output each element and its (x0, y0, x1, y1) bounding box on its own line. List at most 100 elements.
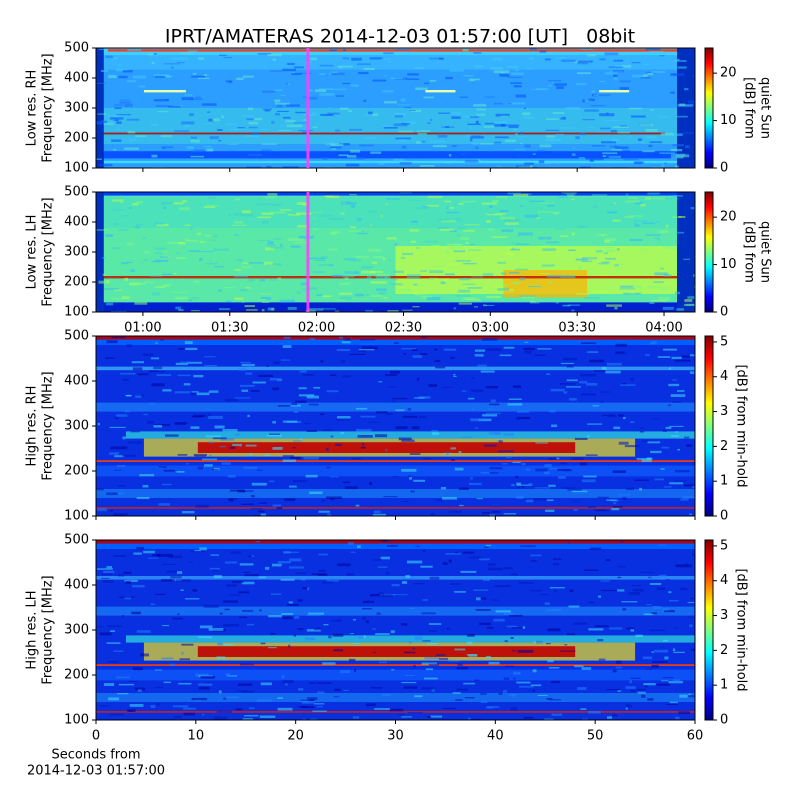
spectrogram-noise (582, 718, 588, 720)
spectrogram-noise (568, 398, 577, 401)
spectrogram-noise (146, 53, 154, 55)
spectrogram-noise (662, 676, 674, 679)
spectrogram-noise (691, 648, 695, 651)
spectrogram-noise (494, 432, 502, 435)
spectrogram-noise (525, 468, 531, 471)
spectrogram-noise (241, 581, 255, 585)
spectrogram-noise (279, 209, 292, 211)
spectrogram-noise (179, 52, 194, 55)
spectrogram-noise (223, 697, 227, 700)
spectrogram-noise (158, 503, 171, 506)
spectrogram-noise (671, 216, 682, 218)
spectrogram-noise (487, 563, 496, 566)
spectrogram-noise (503, 219, 520, 222)
spectrogram-noise (575, 136, 580, 140)
spectrogram-noise (499, 440, 503, 443)
spectrogram-noise (556, 162, 560, 164)
spectrogram-noise (415, 87, 428, 91)
spectrogram-noise (383, 52, 394, 55)
spectrogram-noise (143, 259, 148, 261)
spectrogram-noise (647, 192, 660, 195)
spectrogram-noise (489, 514, 495, 516)
spectrogram-noise (124, 103, 133, 107)
spectrogram-noise (260, 682, 272, 686)
spectrogram-noise (116, 114, 132, 116)
spectrogram-noise (124, 446, 129, 450)
spectrogram-noise (132, 584, 145, 588)
spectrogram-noise (195, 96, 202, 99)
spectrogram-noise (259, 715, 276, 719)
spectrogram-noise (151, 292, 160, 296)
spectrogram-noise (229, 489, 245, 492)
spectrogram-noise (493, 121, 507, 124)
spectrogram-noise (312, 112, 315, 115)
spectrogram-noise (300, 699, 314, 701)
spectrogram-noise (136, 223, 144, 226)
spectrogram-noise (280, 94, 286, 96)
colorbar-tick-label: 20 (720, 66, 737, 81)
spectrogram-noise (432, 245, 440, 247)
spectrogram-noise (553, 590, 557, 593)
spectrogram-noise (652, 418, 661, 420)
spectrogram-noise (307, 61, 313, 64)
spectrogram-noise (619, 125, 628, 127)
spectrogram-noise (342, 82, 351, 85)
spectrogram-noise (686, 444, 693, 447)
spectrogram-noise (453, 250, 466, 253)
spectrogram-noise (672, 133, 683, 136)
spectrogram-noise (306, 629, 321, 632)
spectrogram-noise (634, 479, 650, 481)
spectrogram-noise (548, 281, 553, 284)
spectrogram-noise (209, 567, 220, 570)
spectrogram-noise (453, 290, 460, 292)
spectrogram-noise (357, 434, 373, 438)
spectrogram-noise (491, 510, 501, 513)
spectrogram-noise (160, 339, 165, 341)
spectrogram-noise (401, 681, 417, 684)
spectrogram-noise (506, 625, 518, 628)
spectrogram-noise (394, 115, 404, 118)
spectrogram-noise (623, 292, 631, 295)
spectrogram-noise (140, 653, 150, 657)
spectrogram-noise (292, 447, 296, 449)
spectrogram-noise (300, 579, 306, 581)
spectrogram-noise (514, 268, 529, 271)
spectrogram-noise (517, 416, 531, 420)
spectrogram-noise (644, 354, 650, 356)
spectrogram-noise (237, 127, 246, 129)
spectrogram-noise (294, 66, 304, 69)
spectrogram-noise (588, 710, 601, 714)
spectrogram-noise (606, 362, 622, 366)
spectrogram-noise (482, 512, 491, 514)
spectrogram-noise (318, 553, 328, 556)
spectrogram-noise (147, 557, 159, 559)
spectrogram-noise (462, 297, 477, 300)
spectrogram-noise (115, 414, 128, 417)
spectrogram-noise (515, 133, 518, 136)
spectrogram-noise (193, 453, 207, 457)
spectrogram-noise (179, 361, 190, 364)
spectrogram-noise (409, 453, 421, 455)
spectrogram-noise (234, 275, 249, 278)
spectrogram-noise (642, 150, 655, 153)
spectrogram-noise (377, 566, 388, 568)
spectrogram-band (96, 669, 695, 681)
spectrogram-noise (401, 123, 410, 125)
spectrogram-noise (197, 232, 202, 235)
spectrogram-noise (459, 96, 469, 98)
spectrogram-noise (302, 288, 311, 292)
spectrogram-noise (416, 130, 431, 132)
spectrogram-noise (555, 133, 565, 135)
spectrogram-band (96, 302, 695, 312)
spectrogram-noise (500, 115, 509, 117)
spectrogram-noise (545, 241, 559, 244)
spectrogram-noise (572, 500, 580, 502)
spectrogram (96, 48, 695, 168)
spectrogram-noise (507, 76, 523, 79)
spectrogram-noise (467, 287, 483, 289)
spectrogram-noise (666, 579, 670, 581)
spectrogram-noise (564, 644, 568, 646)
spectrogram-noise (156, 374, 172, 377)
spectrogram-noise (207, 413, 211, 417)
spectrogram-noise (610, 130, 617, 132)
